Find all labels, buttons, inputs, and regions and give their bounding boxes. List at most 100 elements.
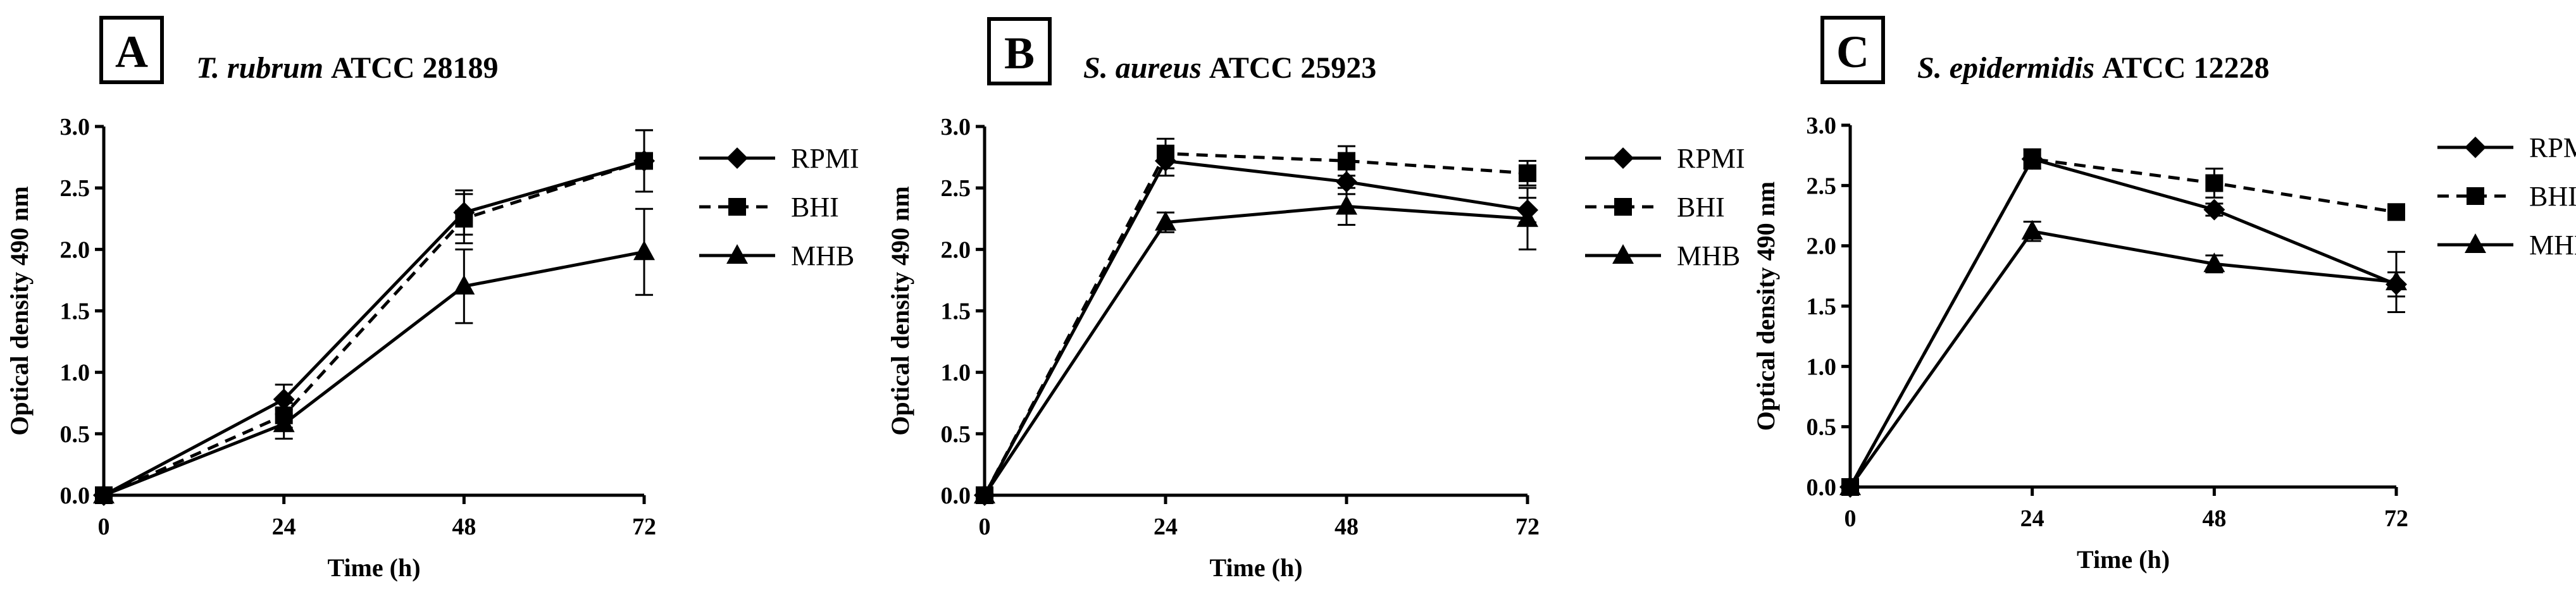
x-tick-label: 72 — [632, 514, 656, 540]
legend-marker — [726, 244, 748, 264]
series-mhb — [93, 207, 655, 503]
x-tick-label: 72 — [2384, 505, 2408, 532]
y-tick-label: 3.0 — [941, 114, 971, 140]
panel-letter: B — [1004, 28, 1035, 78]
data-point-mhb — [2021, 219, 2043, 240]
x-tick-label: 24 — [2020, 505, 2044, 532]
y-tick-label: 2.0 — [60, 237, 90, 263]
chart-title-organism: S. aureus — [1083, 51, 1202, 85]
legend-label: MHB — [1677, 240, 1740, 271]
data-point-mhb — [974, 484, 995, 503]
chart-title-organism: S. epidermidis — [1917, 51, 2094, 85]
data-point-mhb — [1839, 476, 1861, 495]
legend-label: RPMI — [791, 143, 859, 174]
data-point-bhi — [455, 209, 473, 228]
chart-title-organism: T. rubrum — [196, 51, 323, 85]
legend-item-mhb: MHB — [1585, 240, 1740, 271]
legend-label: BHI — [791, 192, 839, 223]
series-line-mhb — [103, 250, 645, 497]
y-tick-label: 1.5 — [941, 299, 971, 325]
chart-title: S. epidermidis ATCC 12228 — [1917, 51, 2269, 85]
y-tick-label: 2.0 — [1807, 233, 1837, 260]
legend-item-mhb: MHB — [699, 240, 854, 271]
x-tick-label: 0 — [1845, 505, 1857, 532]
y-tick-label: 2.0 — [941, 237, 971, 263]
legend-label: MHB — [791, 240, 854, 271]
x-tick-label: 72 — [1515, 514, 1540, 540]
chart-title-strain: ATCC 12228 — [2094, 51, 2269, 85]
data-point-mhb — [633, 240, 655, 261]
legend-item-rpmi: RPMI — [699, 143, 859, 174]
y-tick-label: 1.0 — [941, 360, 971, 386]
x-axis-label: Time (h) — [2077, 545, 2170, 574]
series-line-bhi — [103, 159, 645, 497]
legend-marker — [1612, 244, 1634, 264]
data-point-rpmi — [2203, 199, 2225, 221]
chart-panel-c: C S. epidermidis ATCC 12228 0.0 0.5 1.0 1.5 2.… — [1752, 16, 2576, 574]
legend-item-mhb: MHB — [2437, 230, 2576, 261]
legend-marker — [2465, 137, 2486, 158]
x-axis-label: Time (h) — [327, 553, 420, 582]
legend-marker — [1614, 198, 1632, 216]
data-point-bhi — [1519, 164, 1536, 182]
y-tick-label: 3.0 — [60, 114, 90, 140]
legend-marker — [726, 147, 748, 169]
x-tick-label: 48 — [1335, 514, 1359, 540]
panel-letter: A — [115, 27, 148, 77]
data-point-mhb — [2203, 252, 2225, 273]
chart-title: S. aureus ATCC 25923 — [1083, 51, 1376, 85]
legend-label: RPMI — [2529, 132, 2576, 163]
chart-title: T. rubrum ATCC 28189 — [196, 51, 498, 85]
legend-item-bhi: BHI — [1585, 192, 1725, 223]
y-tick-label: 1.0 — [60, 360, 90, 386]
series-bhi — [976, 137, 1536, 504]
data-point-bhi — [2387, 203, 2405, 221]
series-mhb — [974, 187, 1538, 503]
y-tick-label: 0.5 — [941, 421, 971, 448]
legend-item-rpmi: RPMI — [1585, 143, 1745, 174]
data-point-mhb — [1155, 211, 1176, 231]
data-point-mhb — [93, 484, 115, 503]
y-tick-label: 1.0 — [1807, 354, 1837, 380]
series-line-rpmi — [103, 159, 645, 497]
chart-title-strain: ATCC 28189 — [323, 51, 498, 85]
data-point-bhi — [1338, 152, 1355, 170]
data-point-bhi — [1157, 144, 1174, 163]
panel-letter-box — [99, 16, 164, 84]
legend-marker — [2467, 187, 2484, 205]
x-tick-label: 48 — [2202, 505, 2226, 532]
data-point-bhi — [2205, 174, 2224, 192]
y-tick-label: 0.0 — [941, 483, 971, 509]
series-line-bhi — [1848, 157, 2397, 488]
y-tick-label: 3.0 — [1807, 113, 1837, 139]
legend-item-bhi: BHI — [699, 192, 839, 223]
data-point-bhi — [635, 152, 653, 170]
data-point-mhb — [1517, 207, 1538, 227]
panel-letter-box — [987, 17, 1052, 85]
y-tick-label: 2.5 — [60, 175, 90, 202]
data-point-mhb — [453, 274, 475, 295]
chart-title-strain: ATCC 25923 — [1202, 51, 1376, 85]
x-tick-label: 24 — [272, 514, 296, 540]
chart-panel-b: B S. aureus ATCC 25923 0.0 0.5 1.0 1.5 2.0 2.5 3… — [886, 17, 1745, 582]
legend-marker — [1612, 147, 1634, 169]
data-point-rpmi — [273, 388, 295, 410]
legend-marker — [728, 198, 746, 216]
y-tick-label: 0.5 — [60, 421, 90, 448]
data-point-bhi — [2023, 150, 2041, 168]
data-point-mhb — [273, 412, 295, 433]
panel-letter-box — [1820, 16, 1885, 84]
legend-marker — [2465, 233, 2486, 253]
y-axis-label: Optical density 490 nm — [886, 186, 914, 435]
y-axis-label: Optical density 490 nm — [1752, 182, 1780, 431]
y-tick-label: 1.5 — [1807, 293, 1837, 320]
y-tick-label: 2.5 — [941, 175, 971, 202]
legend-label: BHI — [1677, 192, 1725, 223]
x-tick-label: 48 — [452, 514, 476, 540]
series-mhb — [1839, 219, 2407, 495]
y-tick-label: 0.0 — [60, 483, 90, 509]
y-tick-label: 0.5 — [1807, 414, 1837, 441]
x-tick-label: 0 — [98, 514, 110, 540]
legend-item-bhi: BHI — [2437, 181, 2576, 212]
